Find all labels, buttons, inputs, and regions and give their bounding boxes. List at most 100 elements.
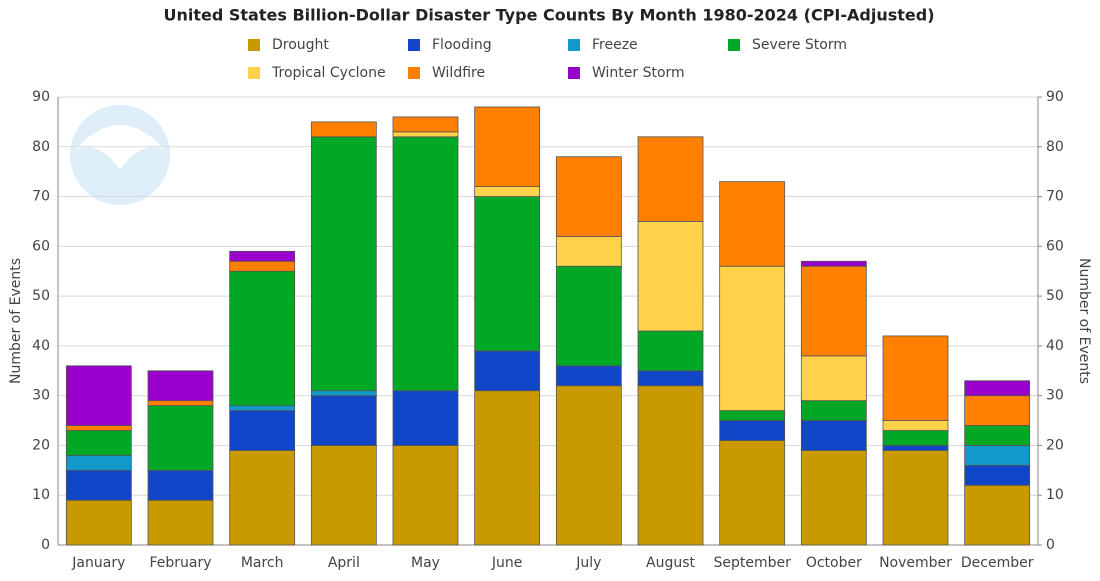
bar-segment: [147, 400, 214, 407]
bar-segment: [555, 265, 622, 367]
bar-segment: [229, 405, 296, 412]
bar-segment: [882, 445, 949, 451]
y2-tick-label: 10: [1046, 487, 1064, 503]
bar-segment: [65, 365, 132, 426]
bar-segment: [392, 445, 459, 546]
bar-segment: [719, 265, 786, 412]
y-tick-label: 40: [32, 338, 50, 354]
bar-segment: [392, 116, 459, 133]
bar-segment: [392, 390, 459, 446]
x-tick-label: May: [411, 555, 440, 571]
bar-segment: [310, 136, 377, 392]
bar-segment: [800, 400, 867, 421]
bar-segment: [147, 499, 214, 546]
y2-tick-label: 40: [1046, 338, 1064, 354]
x-tick-label: July: [575, 555, 601, 571]
bar-segment: [800, 265, 867, 357]
bar-segment: [882, 450, 949, 546]
y-tick-label: 20: [32, 437, 50, 453]
bar-segment: [65, 499, 132, 546]
bar-segment: [637, 370, 704, 387]
bar-segment: [800, 355, 867, 402]
logo: [70, 105, 170, 205]
bar-segment: [474, 350, 541, 392]
bar-segment: [719, 181, 786, 267]
bar-segment: [229, 410, 296, 451]
bar-segment: [964, 395, 1031, 426]
x-tick-label: October: [806, 555, 862, 571]
bar-segment: [310, 390, 377, 397]
bar-segment: [555, 156, 622, 237]
bar-segment: [719, 440, 786, 546]
y-tick-label: 80: [32, 139, 50, 155]
legend-swatch: [248, 67, 260, 79]
bar-segment: [147, 405, 214, 471]
bar-segment: [637, 385, 704, 546]
bar-segment: [555, 365, 622, 387]
bar-segment: [800, 420, 867, 451]
bar-segment: [637, 136, 704, 222]
x-tick-label: December: [961, 555, 1034, 571]
y-axis-label: Number of Events: [8, 258, 24, 384]
x-tick-label: January: [71, 555, 125, 571]
legend-swatch: [248, 39, 260, 51]
legend-label: Winter Storm: [592, 65, 685, 81]
x-tick-label: November: [879, 555, 952, 571]
bar-segment: [800, 450, 867, 546]
bar-segment: [474, 186, 541, 197]
y-tick-label: 0: [41, 537, 50, 553]
y2-tick-label: 80: [1046, 139, 1064, 155]
legend-swatch: [728, 39, 740, 51]
y2-axis-label: Number of Events: [1076, 258, 1092, 384]
bar-segment: [964, 425, 1031, 446]
bar-segment: [882, 430, 949, 446]
y2-tick-label: 90: [1046, 89, 1064, 105]
bar-segment: [65, 430, 132, 456]
y-tick-label: 90: [32, 89, 50, 105]
y2-tick-label: 60: [1046, 238, 1064, 254]
legend-swatch: [408, 39, 420, 51]
bar-segment: [882, 335, 949, 421]
bar-segment: [637, 330, 704, 372]
bar-segment: [882, 420, 949, 431]
bar-segment: [964, 464, 1031, 486]
x-tick-label: June: [491, 555, 523, 571]
legend-label: Wildfire: [432, 65, 485, 81]
x-tick-label: September: [713, 555, 791, 571]
x-tick-label: April: [328, 555, 360, 571]
bar-segment: [474, 196, 541, 352]
y2-tick-label: 70: [1046, 189, 1064, 205]
bar-segment: [65, 454, 132, 471]
legend-label: Severe Storm: [752, 37, 847, 53]
y-tick-label: 10: [32, 487, 50, 503]
bar-segment: [65, 425, 132, 431]
bar-segment: [310, 121, 377, 138]
y2-tick-label: 30: [1046, 388, 1064, 404]
bar-segment: [229, 270, 296, 407]
bar-segment: [147, 469, 214, 501]
bar-segment: [964, 380, 1031, 397]
bar-segment: [65, 469, 132, 501]
bar-segment: [310, 395, 377, 446]
bar-segment: [800, 260, 867, 267]
legend-label: Freeze: [592, 37, 638, 53]
x-tick-label: August: [646, 555, 696, 571]
bar-segment: [719, 420, 786, 441]
bar-segment: [637, 221, 704, 332]
bar-segment: [392, 131, 459, 138]
bar-segment: [229, 250, 296, 262]
y-tick-label: 60: [32, 238, 50, 254]
y-tick-label: 30: [32, 388, 50, 404]
bar-segment: [555, 235, 622, 267]
y2-tick-label: 20: [1046, 437, 1064, 453]
bar-segment: [229, 260, 296, 272]
bar-segment: [147, 370, 214, 402]
y2-tick-label: 50: [1046, 288, 1064, 304]
x-tick-label: March: [241, 555, 284, 571]
bar-segment: [474, 390, 541, 546]
y2-tick-label: 0: [1046, 537, 1055, 553]
legend-label: Tropical Cyclone: [271, 65, 386, 81]
legend-swatch: [408, 67, 420, 79]
legend-label: Flooding: [432, 37, 492, 53]
